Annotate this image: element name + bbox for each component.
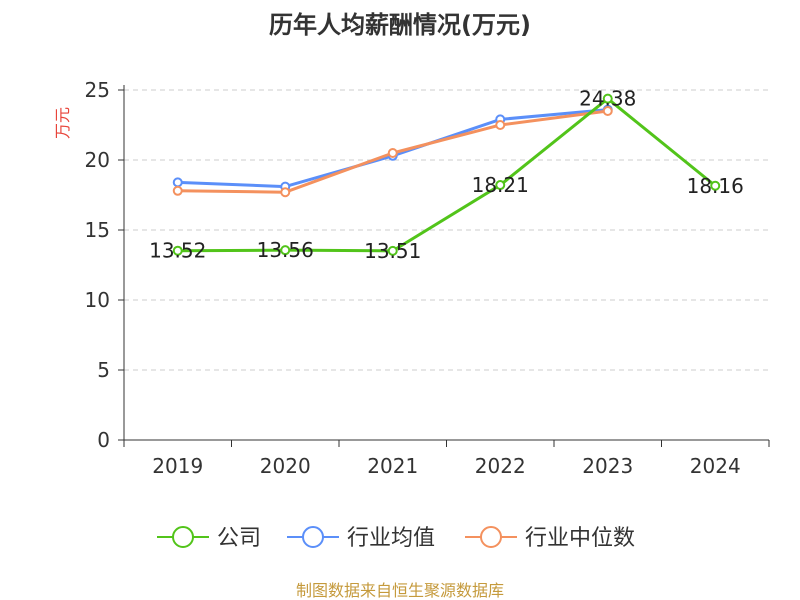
data-point: [172, 177, 183, 188]
y-tick-label: 15: [85, 218, 110, 242]
y-tick-label: 0: [97, 428, 110, 452]
axes: 0 5 10 15 20 25 2019 2020 2021 2022 2023 2024: [85, 78, 770, 478]
data-label: 18.21: [472, 173, 529, 197]
legend-label: 行业均值: [347, 526, 435, 551]
series-company: [172, 93, 721, 256]
chart-title: 历年人均薪酬情况(万元): [269, 11, 531, 39]
y-axis-label: 万元: [53, 107, 72, 139]
x-tick-label: 2022: [475, 454, 526, 478]
legend-swatch-marker: [302, 526, 324, 548]
data-point: [495, 180, 506, 191]
legend-item[interactable]: 行业均值: [287, 526, 435, 551]
y-tick-label: 10: [85, 288, 110, 312]
data-label: 13.56: [257, 238, 314, 262]
y-tick-label: 20: [85, 148, 110, 172]
data-point: [280, 187, 291, 198]
x-tick-label: 2019: [152, 454, 203, 478]
data-point: [602, 106, 613, 116]
legend-item[interactable]: 行业中位数: [465, 526, 635, 551]
y-tick-label: 25: [85, 78, 110, 102]
data-point: [172, 185, 183, 196]
data-label: 24.38: [579, 87, 636, 111]
data-point: [710, 180, 721, 191]
data-point: [280, 245, 291, 256]
x-tick-label: 2021: [367, 454, 418, 478]
grid-lines: [124, 89, 769, 371]
data-labels: 13.52 13.56 13.51 18.21 24.38 18.16: [149, 87, 744, 263]
x-tick-label: 2024: [690, 454, 741, 478]
legend: 公司 行业均值 行业中位数: [157, 526, 635, 551]
series-layer: [172, 93, 721, 256]
data-point: [602, 93, 613, 104]
data-label: 18.16: [687, 174, 744, 198]
data-point: [387, 148, 398, 158]
data-point: [387, 245, 398, 256]
series-line: [177, 97, 717, 253]
x-tick-label: 2020: [260, 454, 311, 478]
legend-label: 行业中位数: [525, 526, 635, 551]
data-label: 13.52: [149, 239, 206, 263]
legend-swatch-marker: [480, 526, 502, 548]
data-point: [172, 245, 183, 256]
legend-label: 公司: [217, 526, 261, 551]
y-tick-label: 5: [97, 358, 110, 382]
series-industry-median: [172, 106, 613, 198]
x-tick-label: 2023: [582, 454, 633, 478]
data-label: 13.51: [364, 239, 421, 263]
source-note: 制图数据来自恒生聚源数据库: [296, 581, 504, 600]
data-point: [495, 120, 506, 130]
legend-swatch-marker: [172, 526, 194, 548]
legend-item[interactable]: 公司: [157, 526, 261, 551]
